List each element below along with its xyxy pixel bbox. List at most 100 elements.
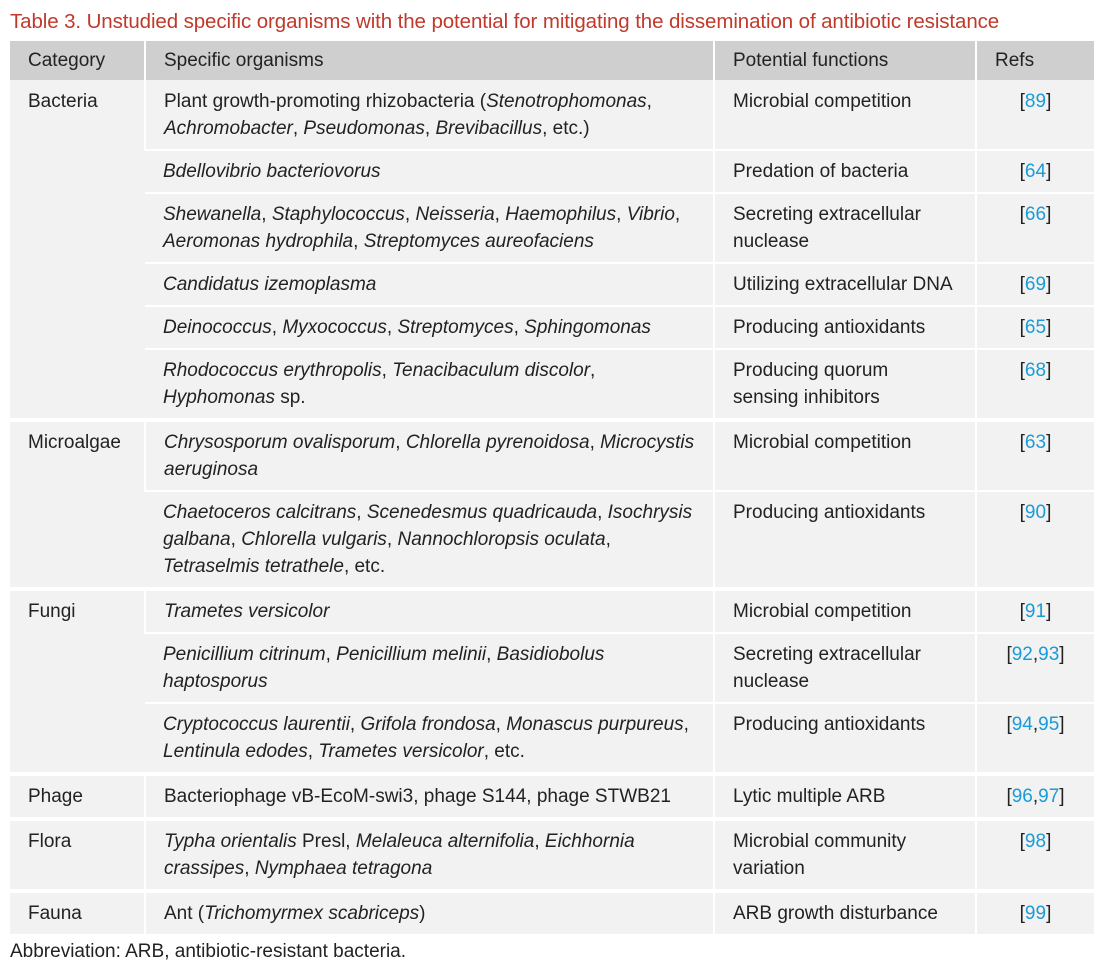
text-run: , — [325, 644, 337, 665]
reference-link[interactable]: 93 — [1038, 644, 1060, 665]
species-name: Achromobacter — [164, 118, 293, 139]
reference-link[interactable]: 69 — [1024, 274, 1047, 295]
species-name: Eichhornia crassipes — [164, 831, 635, 879]
refs-cell: [68] — [975, 348, 1094, 420]
text-run: , — [261, 204, 272, 225]
text-run: , — [590, 360, 596, 381]
refs-cell: [98] — [975, 817, 1094, 891]
refs-cell: [65] — [975, 305, 1094, 349]
text-run: , — [271, 317, 283, 338]
species-name: Shewanella — [163, 204, 262, 225]
function-cell: Lytic multiple ARB — [713, 772, 976, 819]
text-run: , — [395, 432, 406, 453]
function-cell: Secreting extracellular nuclease — [713, 192, 976, 263]
reference-link[interactable]: 97 — [1038, 786, 1060, 807]
species-name: Melaleuca alternifolia — [355, 831, 535, 852]
refs-cell: [91] — [975, 587, 1094, 633]
organisms-cell: Chrysosporum ovalisporum, Chlorella pyre… — [144, 418, 714, 491]
species-name: Chlorella pyrenoidosa — [405, 432, 590, 453]
text-run: , — [381, 360, 393, 381]
species-name: Tenacibaculum discolor — [392, 360, 591, 381]
refs-cell: [69] — [975, 262, 1094, 306]
species-name: Scenedesmus quadricauda — [366, 502, 598, 523]
species-name: Streptomyces aureofaciens — [363, 231, 594, 252]
table-row: Rhodococcus erythropolis, Tenacibaculum … — [10, 348, 1094, 420]
text-run: , — [616, 204, 627, 225]
reference-link[interactable]: 65 — [1024, 317, 1047, 338]
species-name: Cryptococcus laurentii — [163, 714, 350, 735]
organisms-cell: Chaetoceros calcitrans, Scenedesmus quad… — [145, 490, 714, 589]
table-row: Chaetoceros calcitrans, Scenedesmus quad… — [10, 490, 1094, 589]
header-category: Category — [10, 41, 145, 80]
species-name: Trametes versicolor — [164, 601, 330, 622]
reference-link[interactable]: 63 — [1024, 432, 1047, 453]
table-header-row: Category Specific organisms Potential fu… — [10, 41, 1094, 80]
reference-link[interactable]: 64 — [1024, 161, 1047, 182]
reference-link[interactable]: 92 — [1011, 644, 1033, 665]
species-name: Vibrio — [626, 204, 675, 225]
text-run: , — [356, 502, 367, 523]
text-run: , — [244, 858, 255, 879]
function-cell: Utilizing extracellular DNA — [713, 262, 976, 306]
refs-cell: [89] — [975, 80, 1094, 150]
text-run: , — [353, 231, 364, 252]
table-row: Microalgae Chrysosporum ovalisporum, Chl… — [10, 418, 1094, 589]
species-name: Bdellovibrio bacteriovorus — [163, 161, 381, 182]
table-row: Shewanella, Staphylococcus, Neisseria, H… — [10, 192, 1094, 263]
organisms-cell: Candidatus izemoplasma — [145, 262, 714, 306]
organisms-cell: Bacteriophage vB-EcoM-swi3, phage S144, … — [144, 772, 714, 819]
category-microalgae: Microalgae — [10, 418, 145, 589]
function-cell: Microbial community variation — [713, 817, 976, 891]
species-name: Grifola frondosa — [360, 714, 496, 735]
species-name: Trichomyrmex scabriceps — [204, 903, 420, 924]
text-run: , — [589, 432, 601, 453]
species-name: Candidatus izemoplasma — [163, 274, 377, 295]
text-run: , — [386, 317, 398, 338]
text-run: , etc.) — [542, 118, 590, 139]
species-name: Haemophilus — [505, 204, 617, 225]
function-cell: ARB growth disturbance — [713, 889, 976, 934]
reference-link[interactable]: 68 — [1024, 360, 1047, 381]
species-name: Streptomyces — [397, 317, 514, 338]
table-caption: Table 3. Unstudied specific organisms wi… — [10, 10, 1000, 33]
text-run: , — [534, 831, 545, 852]
organisms-cell: Trametes versicolor — [144, 587, 714, 633]
reference-link[interactable]: 94 — [1011, 714, 1033, 735]
refs-cell: [66] — [975, 192, 1094, 263]
species-name: Rhodococcus erythropolis — [163, 360, 382, 381]
category-phage: Phage — [10, 772, 145, 819]
species-name: Penicillium melinii — [336, 644, 487, 665]
species-name: Neisseria — [415, 204, 495, 225]
reference-link[interactable]: 99 — [1024, 903, 1047, 924]
category-bacteria: Bacteria — [28, 91, 98, 112]
species-name: Isochrysis galbana — [163, 502, 693, 550]
function-cell: Microbial competition — [713, 80, 976, 150]
organisms-cell: Shewanella, Staphylococcus, Neisseria, H… — [145, 192, 714, 263]
reference-link[interactable]: 91 — [1024, 601, 1047, 622]
reference-link[interactable]: 96 — [1011, 786, 1033, 807]
refs-cell: [96,97] — [975, 772, 1094, 819]
reference-link[interactable]: 89 — [1024, 91, 1047, 112]
organisms-cell: Plant growth-promoting rhizobacteria (St… — [144, 80, 714, 150]
function-cell: Predation of bacteria — [713, 149, 976, 193]
text-run: , — [683, 714, 689, 735]
text-run: , — [230, 529, 242, 550]
header-functions: Potential functions — [713, 41, 976, 80]
refs-cell: [90] — [975, 490, 1094, 589]
reference-link[interactable]: 66 — [1024, 204, 1047, 225]
table-row: Penicillium citrinum, Penicillium melini… — [10, 632, 1094, 703]
reference-link[interactable]: 98 — [1024, 831, 1047, 852]
text-run: , — [674, 204, 681, 225]
function-cell: Secreting extracellular nuclease — [713, 632, 976, 703]
category-flora: Flora — [10, 817, 145, 891]
function-cell: Microbial competition — [713, 418, 976, 491]
reference-link[interactable]: 95 — [1038, 714, 1060, 735]
organisms-cell: Rhodococcus erythropolis, Tenacibaculum … — [145, 348, 714, 420]
text-run: , — [424, 118, 436, 139]
organisms-table: Category Specific organisms Potential fu… — [10, 41, 1094, 934]
category-fungi: Fungi — [10, 587, 145, 774]
table-row: Candidatus izemoplasma Utilizing extrace… — [10, 262, 1094, 306]
reference-link[interactable]: 90 — [1024, 502, 1047, 523]
organisms-cell: Penicillium citrinum, Penicillium melini… — [145, 632, 714, 703]
species-name: Pseudomonas — [303, 118, 425, 139]
